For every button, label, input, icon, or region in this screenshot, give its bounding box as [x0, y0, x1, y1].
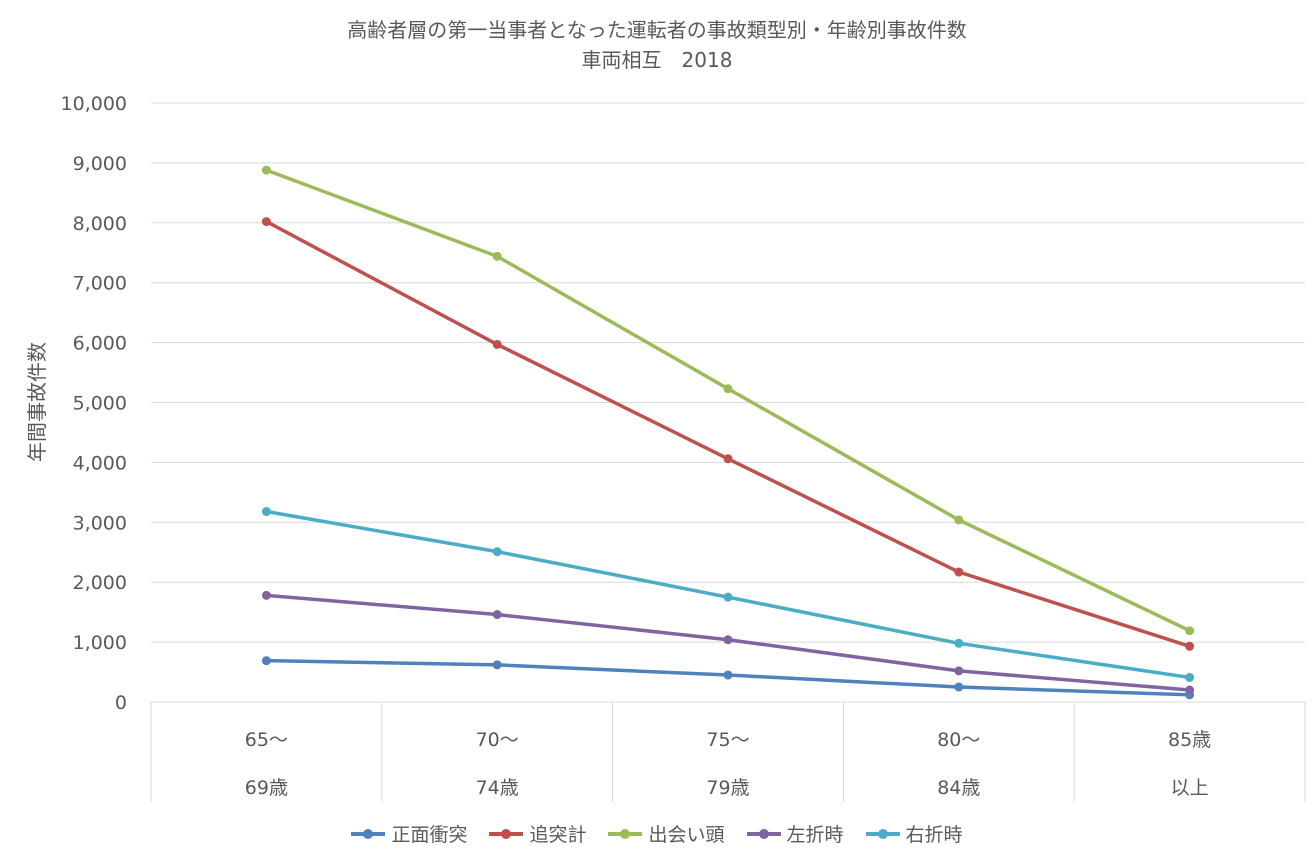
legend-item: 右折時 — [865, 820, 963, 847]
legend-marker-icon — [351, 828, 386, 839]
data-point — [723, 635, 733, 645]
y-tick-label: 4,000 — [73, 452, 127, 474]
data-point — [954, 682, 964, 692]
legend-item: 追突計 — [489, 820, 586, 847]
data-point — [261, 590, 271, 600]
data-point — [723, 384, 733, 394]
data-point — [723, 592, 733, 602]
y-tick-label: 10,000 — [61, 93, 127, 115]
data-point — [954, 666, 964, 676]
legend-label: 左折時 — [786, 824, 844, 846]
data-point — [492, 660, 502, 670]
legend-label: 出会い頭 — [648, 824, 725, 846]
y-tick-label: 1,000 — [73, 632, 127, 654]
legend-marker-icon — [865, 828, 900, 839]
legend-label: 正面衝突 — [391, 824, 468, 846]
y-tick-label: 6,000 — [73, 333, 127, 355]
legend-item: 正面衝突 — [351, 820, 467, 847]
data-point — [1185, 641, 1195, 651]
legend-label: 追突計 — [529, 824, 587, 846]
y-tick-label: 2,000 — [73, 572, 127, 594]
data-point — [954, 638, 964, 648]
x-tick-label: 79歳 — [706, 777, 749, 799]
data-point — [1185, 672, 1195, 682]
legend-marker-icon — [608, 828, 643, 839]
legend-marker-icon — [489, 828, 524, 839]
y-tick-label: 0 — [115, 692, 127, 714]
legend-marker-icon — [746, 828, 781, 839]
data-point — [492, 610, 502, 620]
x-tick-label: 75〜 — [706, 729, 749, 751]
data-point — [954, 515, 964, 525]
y-tick-label: 3,000 — [73, 512, 127, 534]
legend-item: 出会い頭 — [608, 820, 725, 847]
y-tick-label: 9,000 — [73, 153, 127, 175]
x-tick-label: 65〜 — [245, 729, 288, 751]
legend: 正面衝突 追突計 出会い頭 左折時 右折時 — [0, 820, 1314, 847]
x-tick-label: 85歳 — [1168, 729, 1211, 751]
y-tick-label: 5,000 — [73, 393, 127, 415]
chart-title: 高齢者層の第一当事者となった運転者の事故類型別・年齢別事故件数 — [347, 18, 967, 42]
x-tick-label: 70〜 — [476, 729, 519, 751]
data-point — [723, 670, 733, 680]
x-tick-label: 84歳 — [937, 777, 980, 799]
data-point — [492, 251, 502, 261]
data-point — [954, 567, 964, 577]
y-tick-label: 7,000 — [73, 273, 127, 295]
data-point — [723, 454, 733, 464]
y-axis-label: 年間事故件数 — [25, 342, 49, 462]
chart-subtitle: 車両相互 2018 — [581, 48, 733, 72]
data-point — [261, 507, 271, 517]
y-tick-label: 8,000 — [73, 213, 127, 235]
data-point — [492, 547, 502, 557]
legend-label: 右折時 — [905, 824, 963, 846]
series-line — [265, 168, 1191, 633]
x-tick-label: 以上 — [1171, 777, 1209, 799]
data-point — [261, 656, 271, 666]
x-tick-label: 74歳 — [476, 777, 519, 799]
x-tick-label: 69歳 — [245, 777, 288, 799]
data-point — [492, 339, 502, 349]
data-point — [1185, 626, 1195, 636]
data-point — [261, 217, 271, 227]
data-point — [261, 165, 271, 175]
x-tick-label: 80〜 — [937, 729, 980, 751]
legend-item: 左折時 — [746, 820, 844, 847]
data-point — [1185, 685, 1195, 695]
